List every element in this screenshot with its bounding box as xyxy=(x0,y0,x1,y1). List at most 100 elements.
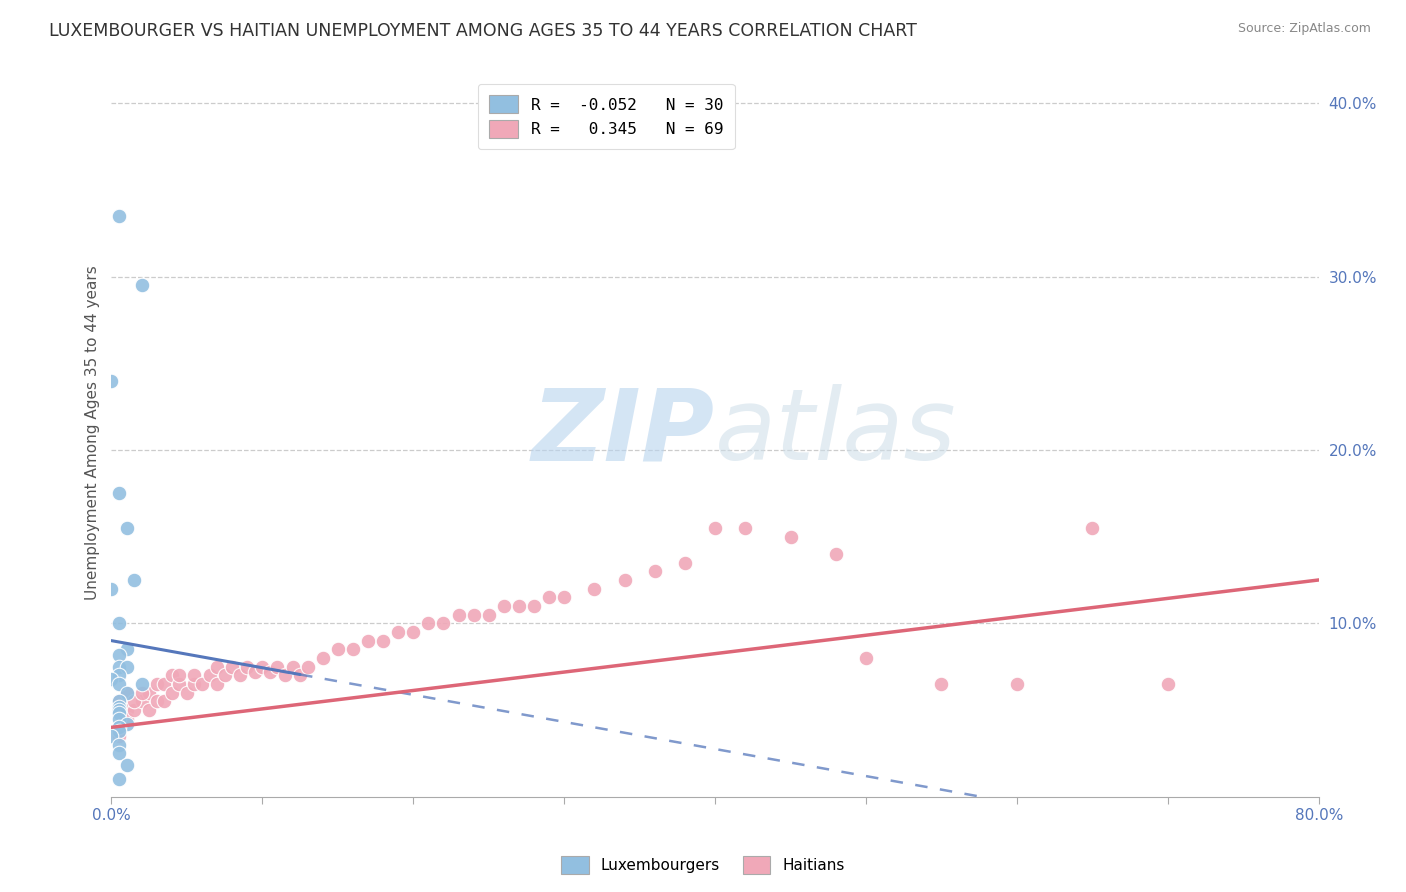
Point xyxy=(100,729,122,743)
Text: LUXEMBOURGER VS HAITIAN UNEMPLOYMENT AMONG AGES 35 TO 44 YEARS CORRELATION CHART: LUXEMBOURGER VS HAITIAN UNEMPLOYMENT AMO… xyxy=(49,22,917,40)
Point xyxy=(538,591,561,605)
Point xyxy=(259,665,281,679)
Point xyxy=(205,677,228,691)
Point xyxy=(1157,677,1180,691)
Point xyxy=(297,659,319,673)
Point xyxy=(644,564,666,578)
Point xyxy=(115,686,138,700)
Point xyxy=(108,699,131,714)
Point xyxy=(432,616,454,631)
Point xyxy=(371,633,394,648)
Y-axis label: Unemployment Among Ages 35 to 44 years: Unemployment Among Ages 35 to 44 years xyxy=(86,265,100,600)
Point xyxy=(108,720,131,734)
Point xyxy=(205,659,228,673)
Point xyxy=(183,668,205,682)
Point xyxy=(108,694,131,708)
Point xyxy=(108,209,131,223)
Point xyxy=(131,677,153,691)
Point xyxy=(266,659,288,673)
Point xyxy=(108,738,131,752)
Point xyxy=(160,668,183,682)
Point xyxy=(169,668,191,682)
Point xyxy=(221,659,243,673)
Point xyxy=(704,521,727,535)
Point xyxy=(115,758,138,772)
Point xyxy=(274,668,297,682)
Point xyxy=(108,703,131,717)
Point xyxy=(523,599,546,613)
Point xyxy=(855,651,877,665)
Point xyxy=(115,686,138,700)
Point xyxy=(108,648,131,662)
Point xyxy=(824,547,846,561)
Point xyxy=(312,651,335,665)
Point xyxy=(115,712,138,726)
Point xyxy=(122,694,145,708)
Point xyxy=(131,686,153,700)
Point xyxy=(228,668,250,682)
Point xyxy=(288,668,311,682)
Point xyxy=(108,729,131,743)
Point xyxy=(252,659,274,673)
Point xyxy=(153,677,176,691)
Point xyxy=(198,668,221,682)
Point xyxy=(100,672,122,686)
Point xyxy=(183,677,205,691)
Point xyxy=(478,607,501,622)
Point xyxy=(243,665,266,679)
Point xyxy=(108,694,131,708)
Point xyxy=(169,677,191,691)
Point xyxy=(492,599,515,613)
Point xyxy=(236,659,259,673)
Point xyxy=(138,703,160,717)
Point xyxy=(387,624,409,639)
Point xyxy=(281,659,304,673)
Point xyxy=(122,703,145,717)
Point xyxy=(108,720,131,734)
Point xyxy=(191,677,214,691)
Point xyxy=(145,694,167,708)
Text: atlas: atlas xyxy=(716,384,956,481)
Point xyxy=(1081,521,1104,535)
Point xyxy=(108,747,131,761)
Legend: Luxembourgers, Haitians: Luxembourgers, Haitians xyxy=(555,850,851,880)
Point xyxy=(100,374,122,388)
Point xyxy=(1005,677,1028,691)
Point xyxy=(131,694,153,708)
Point xyxy=(342,642,364,657)
Point xyxy=(779,530,801,544)
Point xyxy=(115,703,138,717)
Point xyxy=(673,556,696,570)
Point xyxy=(145,677,167,691)
Point xyxy=(108,772,131,787)
Point xyxy=(108,668,131,682)
Point xyxy=(108,677,131,691)
Point xyxy=(734,521,756,535)
Point xyxy=(138,686,160,700)
Point xyxy=(122,573,145,587)
Point xyxy=(108,712,131,726)
Point xyxy=(418,616,440,631)
Legend: R =  -0.052   N = 30, R =   0.345   N = 69: R = -0.052 N = 30, R = 0.345 N = 69 xyxy=(478,84,734,150)
Point xyxy=(115,642,138,657)
Point xyxy=(553,591,575,605)
Point xyxy=(508,599,530,613)
Point xyxy=(160,686,183,700)
Point xyxy=(115,659,138,673)
Point xyxy=(115,717,138,731)
Point xyxy=(214,668,236,682)
Point xyxy=(108,706,131,721)
Point xyxy=(153,694,176,708)
Point xyxy=(357,633,380,648)
Point xyxy=(402,624,425,639)
Point xyxy=(613,573,636,587)
Point xyxy=(583,582,606,596)
Point xyxy=(131,278,153,293)
Point xyxy=(326,642,349,657)
Point xyxy=(108,723,131,738)
Text: Source: ZipAtlas.com: Source: ZipAtlas.com xyxy=(1237,22,1371,36)
Point xyxy=(176,686,198,700)
Point xyxy=(108,616,131,631)
Point xyxy=(463,607,485,622)
Point xyxy=(931,677,953,691)
